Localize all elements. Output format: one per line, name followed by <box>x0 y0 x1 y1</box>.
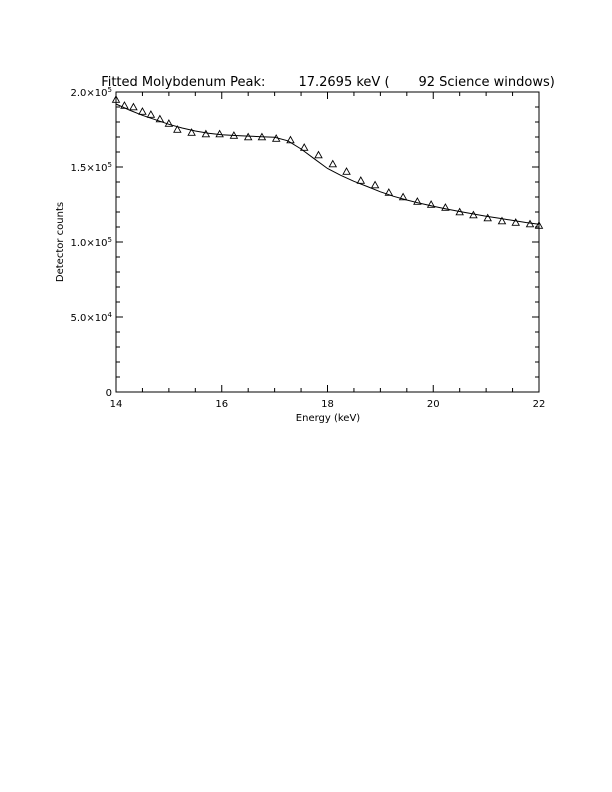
data-point-triangle <box>426 200 436 208</box>
x-tick-label: 22 <box>533 399 546 410</box>
data-point-triangle <box>111 95 121 103</box>
data-point-triangle <box>455 207 464 216</box>
data-point-triangle <box>534 221 544 229</box>
y-ticks: 0 5.0×104 1.0×105 1.5×105 2.0×105 <box>71 86 539 399</box>
data-point-triangle <box>342 167 351 175</box>
y-tick-label: 5.0×104 <box>71 311 113 324</box>
data-point-triangle <box>257 132 267 141</box>
markers <box>111 95 544 229</box>
fit-line-group <box>115 103 540 225</box>
data-point-triangle <box>201 129 211 138</box>
data-point-triangle <box>120 101 129 109</box>
x-tick-label: 18 <box>321 399 334 410</box>
data-point-triangle <box>511 218 520 226</box>
data-point-triangle <box>164 119 174 127</box>
data-point-triangle <box>173 125 182 133</box>
fit-line <box>115 103 540 225</box>
y-tick-label: 2.0×105 <box>71 86 112 99</box>
data-point-triangle <box>146 110 156 118</box>
x-tick-label: 14 <box>110 399 123 410</box>
plot-frame <box>115 91 540 393</box>
y-tick-label: 0 <box>106 388 112 399</box>
data-point-triangle <box>299 143 309 151</box>
data-point-triangle <box>497 216 507 225</box>
data-point-triangle <box>187 128 196 136</box>
y-axis-label: Detector counts <box>55 202 66 282</box>
y-tick-label: 1.0×105 <box>71 236 112 249</box>
data-point-triangle <box>398 192 408 201</box>
x-tick-label: 16 <box>215 399 228 410</box>
data-point-triangle <box>413 197 422 205</box>
chart-title: Fitted Molybdenum Peak: 17.2695 keV ( 92… <box>101 75 555 90</box>
data-point-triangle <box>370 180 380 189</box>
x-axis-label: Energy (keV) <box>296 413 361 424</box>
data-point-triangle <box>441 203 450 211</box>
data-point-triangle <box>328 159 338 168</box>
x-ticks: 14 16 18 20 22 <box>110 92 546 410</box>
data-point-triangle <box>286 135 295 144</box>
data-point-triangle <box>483 213 492 222</box>
y-tick-exponent: 5 <box>108 161 112 169</box>
y-tick-label: 1.5×105 <box>71 161 112 174</box>
x-tick-label: 20 <box>427 399 440 410</box>
data-point-triangle <box>469 210 478 219</box>
y-tick-exponent: 5 <box>108 86 112 94</box>
data-point-triangle <box>384 188 394 196</box>
data-point-triangle <box>129 102 138 111</box>
data-point-triangle <box>215 129 224 138</box>
data-point-triangle <box>229 131 239 139</box>
data-point-triangle <box>356 176 366 184</box>
data-point-triangle <box>155 114 165 123</box>
data-point-triangle <box>138 107 147 115</box>
data-point-triangle <box>525 219 535 228</box>
y-tick-exponent: 5 <box>108 236 112 244</box>
y-tick-exponent: 4 <box>108 311 113 319</box>
data-point-triangle <box>271 134 281 142</box>
data-point-triangle <box>243 132 253 141</box>
data-point-triangle <box>314 150 323 159</box>
